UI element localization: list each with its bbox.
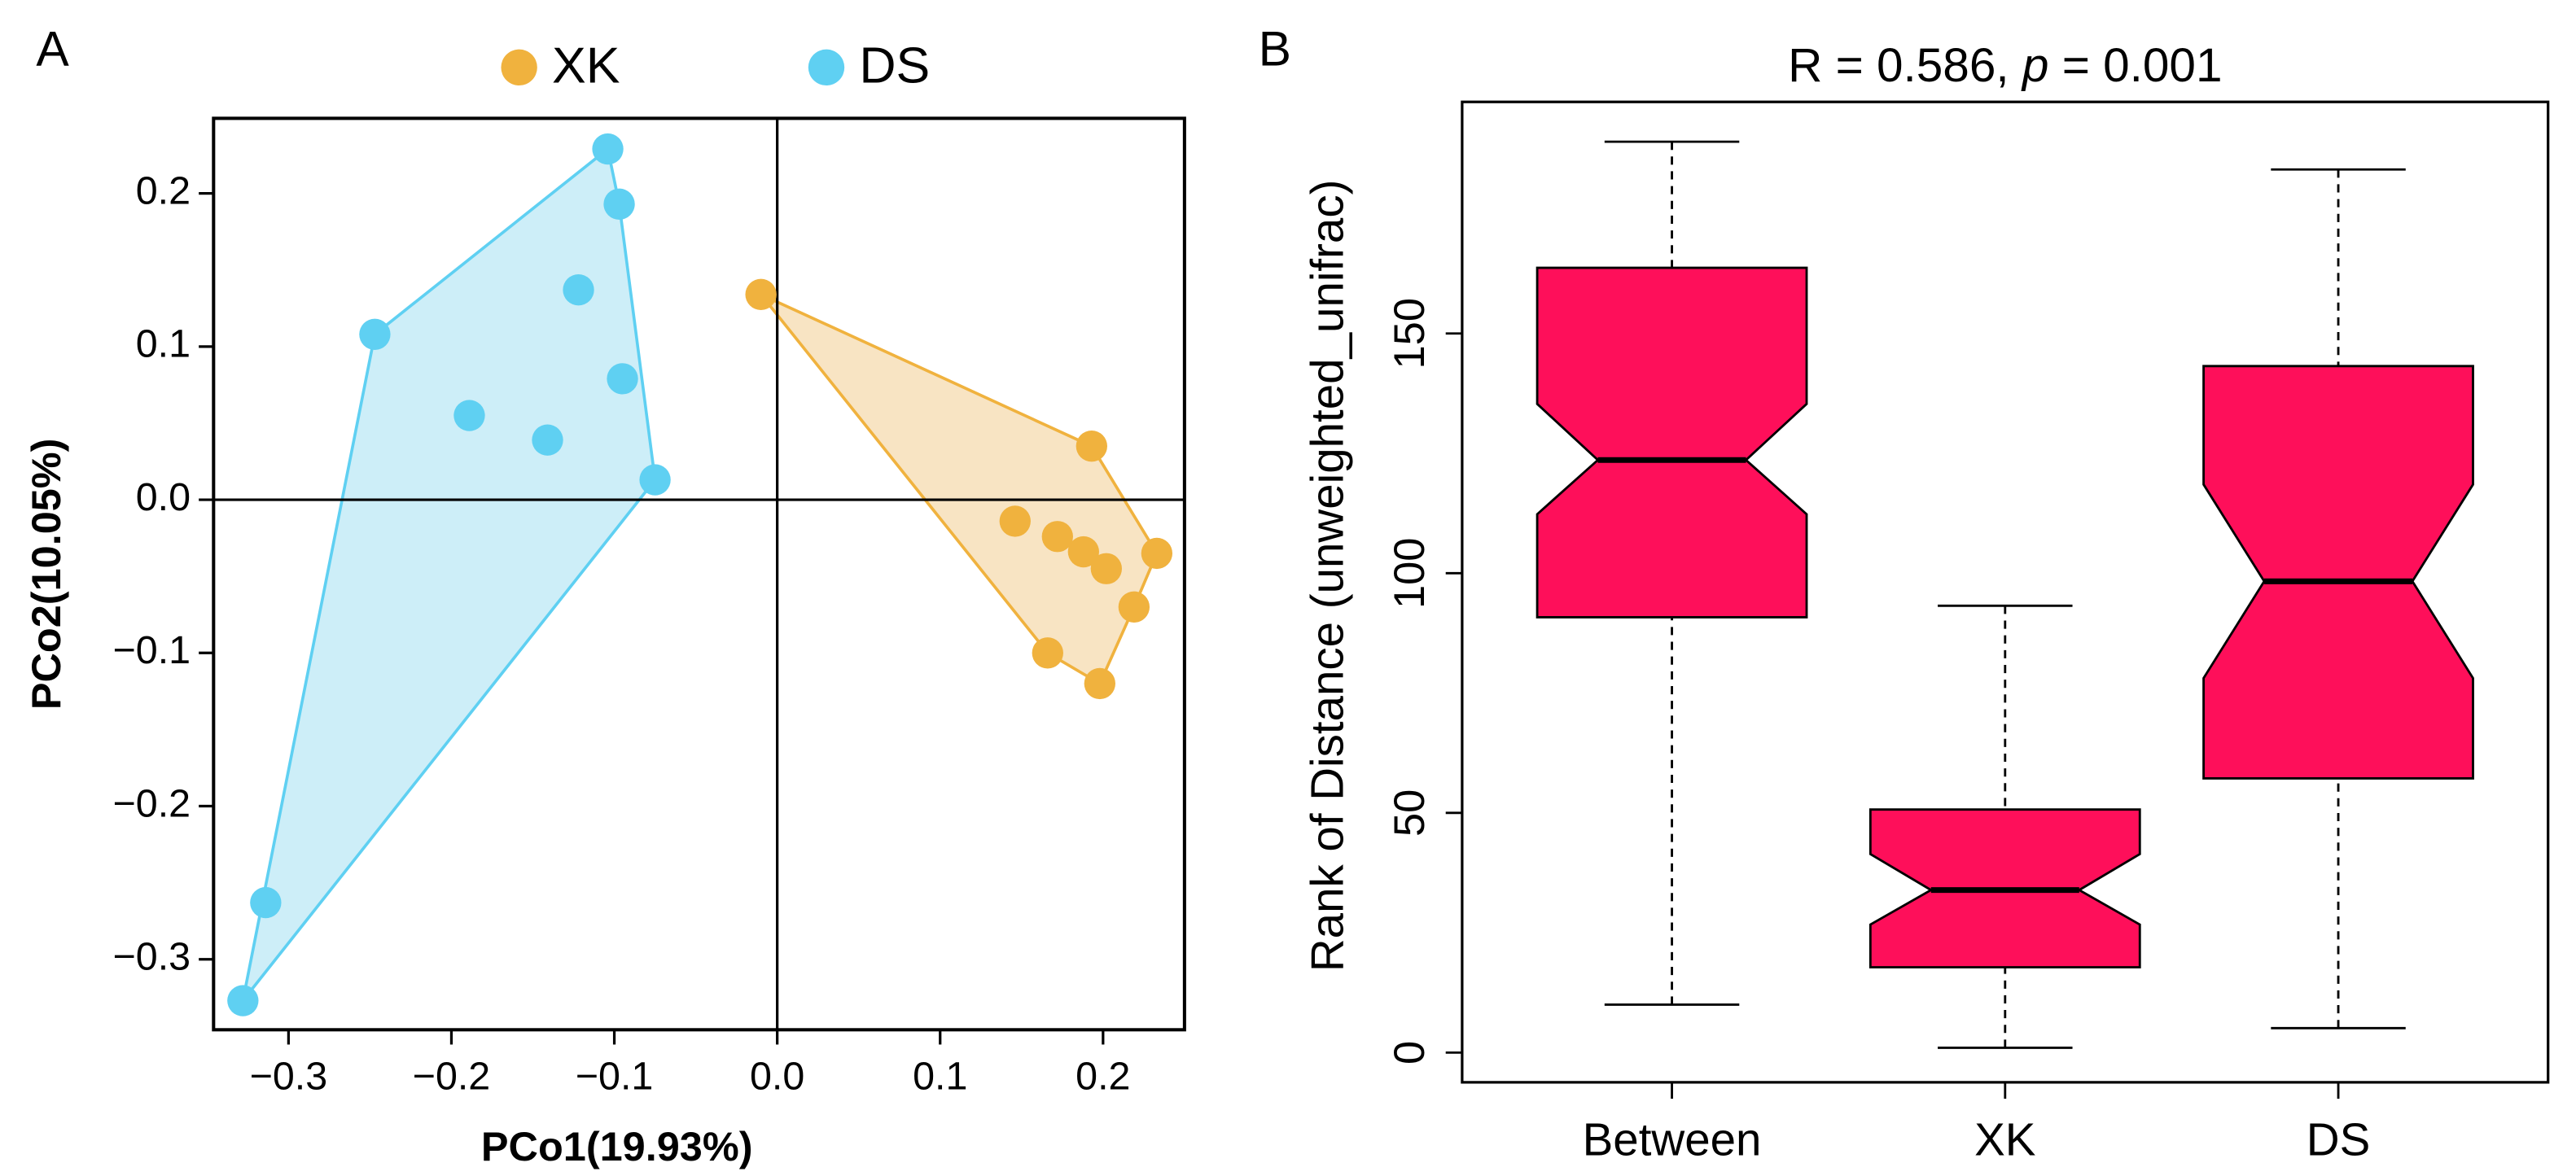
x-tick-label: Between bbox=[1583, 1113, 1762, 1165]
legend-label: DS bbox=[859, 37, 930, 94]
point bbox=[1076, 431, 1107, 462]
point bbox=[607, 363, 638, 395]
y-tick-label: 100 bbox=[1387, 538, 1434, 610]
point bbox=[639, 464, 671, 496]
x-tick-label: −0.3 bbox=[250, 1055, 328, 1099]
point bbox=[1084, 667, 1115, 700]
point bbox=[745, 278, 777, 311]
chart-title: R = 0.586, p = 0.001 bbox=[1788, 39, 2222, 92]
x-tick-label: −0.2 bbox=[413, 1055, 491, 1099]
plot-frame bbox=[1461, 100, 2550, 1084]
legend-label: XK bbox=[552, 37, 620, 94]
y-tick-label: 0.1 bbox=[136, 322, 191, 366]
y-axis-label: Rank of Distance (unweighted_unifrac) bbox=[1301, 180, 1352, 973]
y-tick-label: −0.3 bbox=[113, 935, 191, 979]
panel-label: B bbox=[1259, 21, 1291, 77]
point bbox=[1090, 553, 1123, 584]
legend-marker bbox=[501, 49, 537, 86]
x-axis-label: PCo1(19.93%) bbox=[481, 1123, 753, 1169]
x-tick-label: XK bbox=[1974, 1113, 2036, 1165]
plot-frame bbox=[212, 116, 1186, 1032]
y-axis-label: PCo2(10.05%) bbox=[23, 439, 69, 710]
title-part: R = 0.586, bbox=[1788, 39, 2022, 92]
x-tick-label: 0.2 bbox=[1076, 1055, 1130, 1099]
y-tick-label: 0.2 bbox=[136, 168, 191, 212]
point bbox=[1141, 537, 1173, 570]
x-tick-label: DS bbox=[2307, 1113, 2371, 1165]
point bbox=[532, 424, 563, 456]
title-part: = 0.001 bbox=[2048, 39, 2222, 92]
x-tick-label: −0.1 bbox=[576, 1055, 654, 1099]
box bbox=[2202, 365, 2474, 780]
hull bbox=[241, 146, 657, 1002]
point bbox=[1032, 637, 1063, 669]
title-part: p bbox=[2021, 39, 2049, 92]
point bbox=[250, 886, 282, 919]
legend-marker bbox=[808, 49, 845, 86]
point bbox=[603, 188, 635, 220]
point bbox=[1118, 591, 1150, 623]
x-tick-label: 0.0 bbox=[750, 1055, 804, 1099]
y-tick-label: 0 bbox=[1387, 1041, 1434, 1065]
y-tick-label: 50 bbox=[1387, 789, 1434, 837]
y-tick-label: 0.0 bbox=[136, 475, 191, 519]
x-tick-label: 0.1 bbox=[913, 1055, 967, 1099]
point bbox=[453, 400, 485, 431]
y-tick-label: 150 bbox=[1387, 298, 1434, 369]
point bbox=[563, 274, 594, 306]
point bbox=[1041, 521, 1073, 553]
point bbox=[227, 985, 259, 1016]
point bbox=[1067, 536, 1099, 568]
point bbox=[999, 505, 1031, 537]
point bbox=[359, 318, 391, 350]
y-tick-label: −0.2 bbox=[113, 781, 191, 825]
point bbox=[592, 133, 624, 165]
panel-label: A bbox=[36, 21, 69, 77]
box bbox=[1536, 266, 1808, 619]
y-tick-label: −0.1 bbox=[113, 628, 191, 672]
